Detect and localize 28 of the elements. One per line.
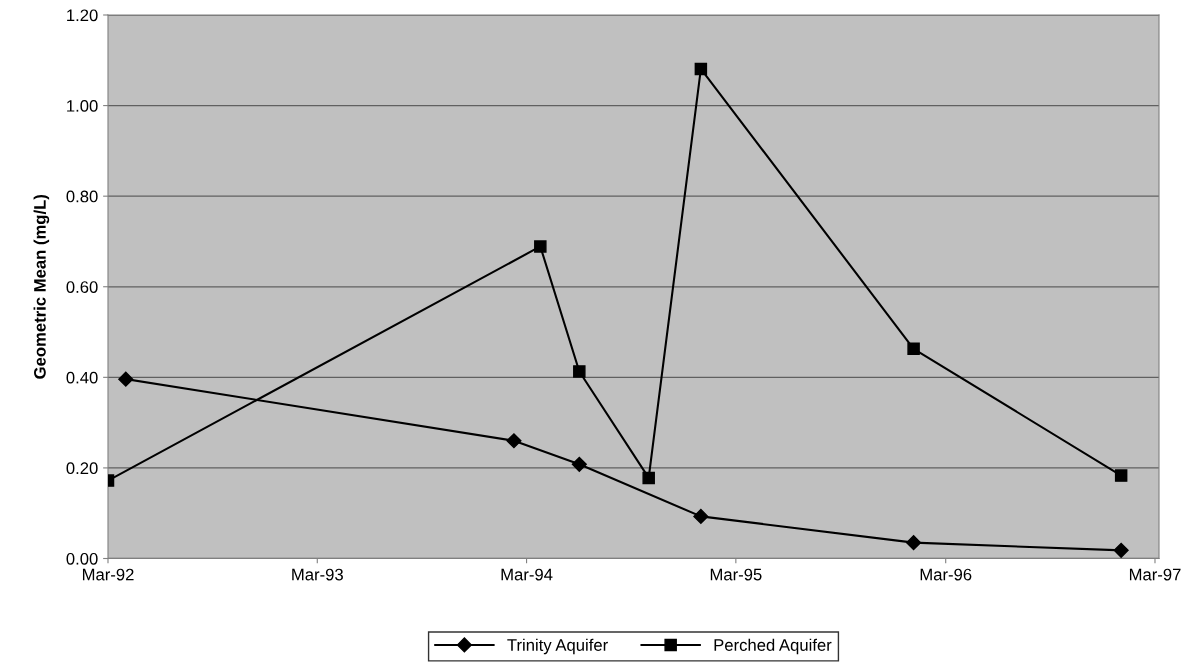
point	[906, 535, 922, 551]
point	[694, 62, 708, 76]
point	[506, 433, 522, 449]
y-tick-label: 0.00	[66, 552, 98, 565]
point	[534, 240, 547, 253]
y-tick-label: 1.20	[67, 9, 98, 22]
x-tick-label: Mar-95	[710, 568, 762, 581]
point	[118, 371, 134, 387]
y-tick-label: 0.80	[66, 190, 98, 203]
y-axis-title: Geometric Mean (mg/L)	[33, 194, 50, 379]
x-tick-label: Mar-92	[82, 568, 134, 581]
y-tick-label: 1.00	[67, 99, 98, 112]
point	[642, 471, 655, 485]
point	[571, 456, 587, 472]
x-tick-label: Mar-93	[292, 568, 343, 581]
x-tick-label: Mar-97	[1129, 568, 1181, 581]
y-tick-label: 0.60	[66, 281, 98, 293]
x-tick-label: Mar-94	[501, 568, 553, 581]
y-tick-label: 0.20	[66, 462, 98, 475]
point	[907, 342, 920, 356]
legend-label: Perched Aquifer	[714, 638, 832, 655]
point	[573, 365, 586, 378]
y-tick-label: 0.40	[66, 371, 98, 384]
legend-label: Trinity Aquifer	[507, 638, 608, 655]
point	[1114, 469, 1128, 482]
point	[1113, 542, 1129, 558]
point	[693, 508, 709, 524]
x-tick-label: Mar-96	[920, 568, 972, 581]
